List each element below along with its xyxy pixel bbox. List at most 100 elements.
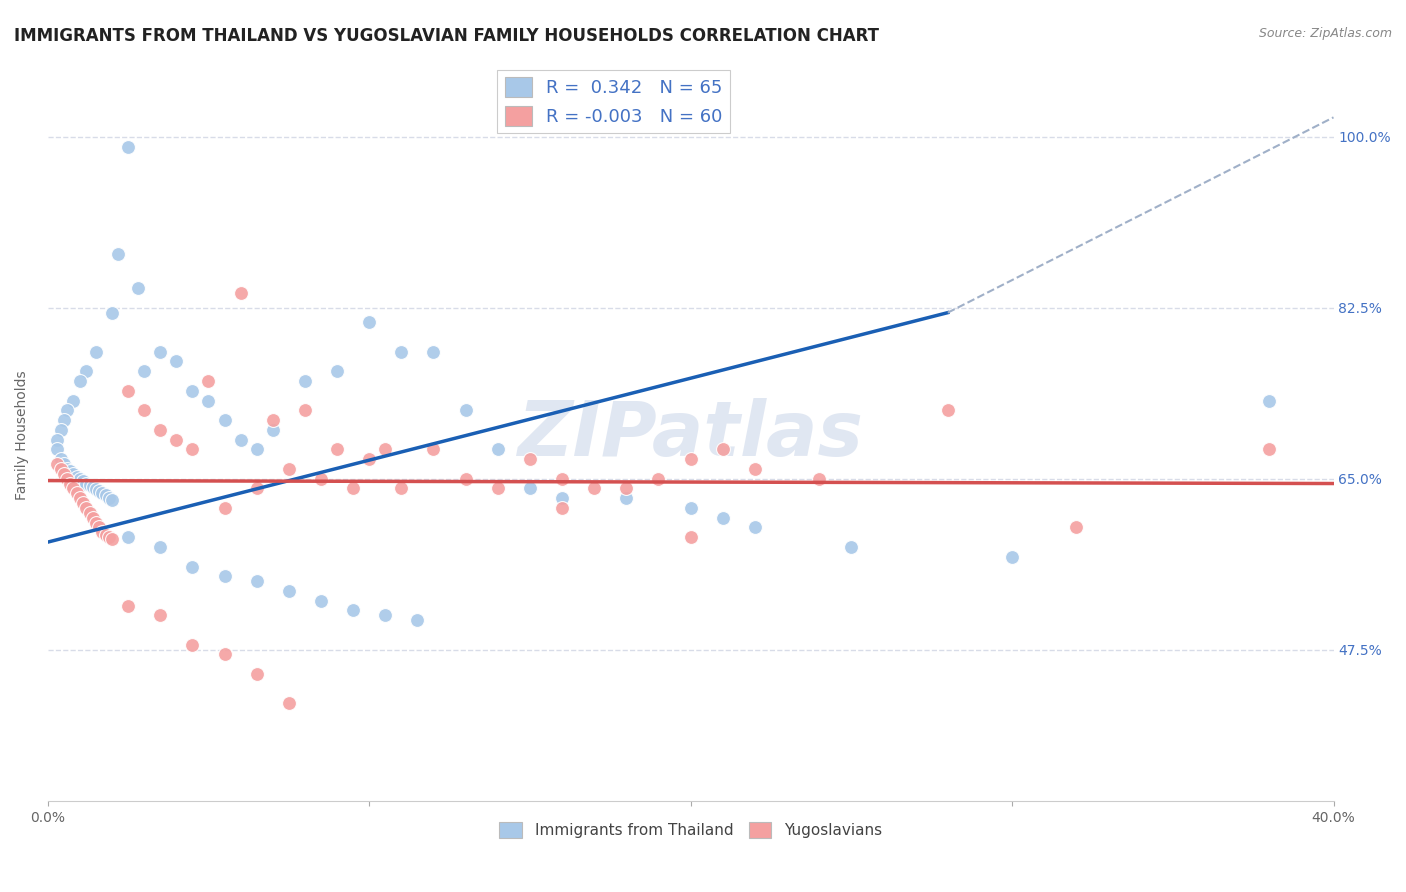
Point: [79, 478, 101, 492]
Point: [149, 608, 172, 623]
Point: [97, 491, 120, 505]
Point: [277, 583, 299, 598]
Point: [69, 472, 91, 486]
Point: [72, 496, 94, 510]
Point: [614, 491, 637, 505]
Point: [75, 476, 97, 491]
Point: [551, 491, 574, 505]
Text: IMMIGRANTS FROM THAILAND VS YUGOSLAVIAN FAMILY HOUSEHOLDS CORRELATION CHART: IMMIGRANTS FROM THAILAND VS YUGOSLAVIAN …: [14, 27, 879, 45]
Point: [91, 525, 114, 540]
Point: [52, 413, 75, 427]
Point: [84, 516, 107, 530]
Point: [84, 483, 107, 497]
Point: [69, 374, 91, 388]
Point: [94, 488, 117, 502]
Point: [117, 139, 139, 153]
Point: [744, 462, 766, 476]
Point: [49, 452, 72, 467]
Point: [117, 384, 139, 398]
Point: [56, 472, 79, 486]
Point: [62, 467, 84, 481]
Point: [165, 433, 187, 447]
Point: [97, 530, 120, 544]
Point: [66, 469, 89, 483]
Point: [342, 482, 364, 496]
Point: [101, 305, 124, 319]
Point: [149, 540, 172, 554]
Point: [52, 467, 75, 481]
Point: [294, 403, 316, 417]
Point: [326, 364, 349, 378]
Point: [246, 574, 269, 589]
Point: [614, 482, 637, 496]
Point: [134, 364, 156, 378]
Point: [181, 638, 204, 652]
Point: [936, 403, 959, 417]
Point: [46, 442, 69, 457]
Point: [214, 500, 236, 515]
Point: [101, 532, 124, 546]
Point: [94, 528, 117, 542]
Point: [56, 462, 79, 476]
Point: [422, 442, 444, 457]
Point: [711, 442, 734, 457]
Point: [486, 482, 509, 496]
Point: [59, 476, 82, 491]
Point: [46, 457, 69, 471]
Point: [46, 433, 69, 447]
Point: [101, 493, 124, 508]
Point: [359, 315, 381, 329]
Point: [841, 540, 863, 554]
Point: [56, 403, 79, 417]
Point: [808, 472, 831, 486]
Point: [277, 696, 299, 710]
Point: [89, 484, 111, 499]
Point: [454, 472, 477, 486]
Point: [72, 474, 94, 488]
Point: [359, 452, 381, 467]
Point: [519, 482, 541, 496]
Point: [342, 603, 364, 617]
Point: [66, 486, 89, 500]
Point: [744, 520, 766, 534]
Point: [149, 344, 172, 359]
Point: [127, 281, 149, 295]
Point: [62, 482, 84, 496]
Point: [117, 530, 139, 544]
Point: [519, 452, 541, 467]
Point: [107, 247, 129, 261]
Point: [422, 344, 444, 359]
Text: Source: ZipAtlas.com: Source: ZipAtlas.com: [1258, 27, 1392, 40]
Point: [551, 500, 574, 515]
Point: [246, 482, 269, 496]
Point: [486, 442, 509, 457]
Point: [679, 452, 702, 467]
Point: [52, 457, 75, 471]
Point: [229, 286, 252, 301]
Point: [309, 472, 332, 486]
Point: [374, 608, 396, 623]
Point: [134, 403, 156, 417]
Point: [79, 506, 101, 520]
Point: [181, 442, 204, 457]
Point: [75, 364, 97, 378]
Legend: Immigrants from Thailand, Yugoslavians: Immigrants from Thailand, Yugoslavians: [494, 815, 889, 845]
Text: ZIPatlas: ZIPatlas: [517, 398, 863, 472]
Point: [181, 384, 204, 398]
Point: [389, 344, 412, 359]
Point: [197, 393, 219, 408]
Y-axis label: Family Households: Family Households: [15, 370, 30, 500]
Point: [49, 423, 72, 437]
Point: [59, 464, 82, 478]
Point: [69, 491, 91, 505]
Point: [149, 423, 172, 437]
Point: [1066, 520, 1088, 534]
Point: [551, 472, 574, 486]
Point: [679, 500, 702, 515]
Point: [246, 442, 269, 457]
Point: [1001, 549, 1024, 564]
Point: [326, 442, 349, 457]
Point: [711, 510, 734, 524]
Point: [583, 482, 606, 496]
Point: [647, 472, 669, 486]
